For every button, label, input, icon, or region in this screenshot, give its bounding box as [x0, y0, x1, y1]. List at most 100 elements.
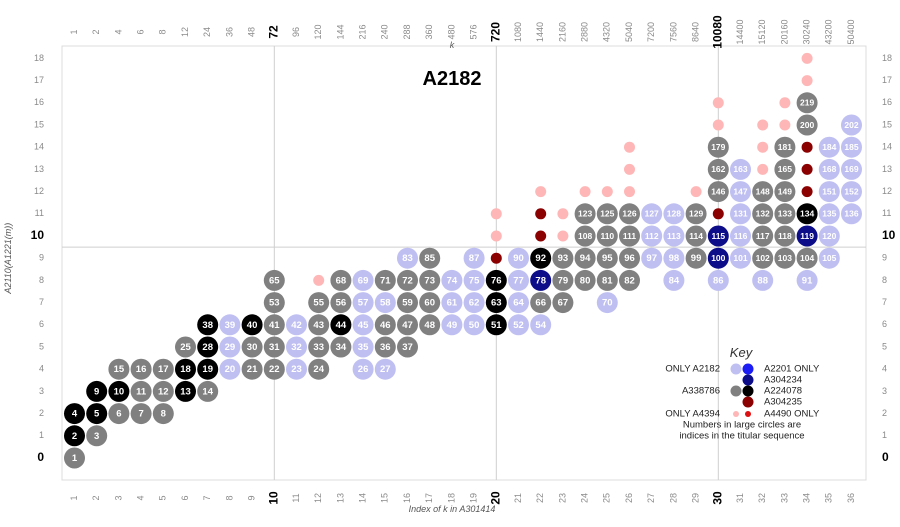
large-point — [596, 269, 618, 291]
top-tick-label: 48 — [246, 27, 256, 37]
point-label: 75 — [469, 275, 480, 286]
point-label: 129 — [689, 209, 703, 219]
small-point — [712, 119, 724, 131]
y-tick-label-right: 18 — [882, 53, 892, 63]
point-label: 76 — [491, 275, 502, 286]
point-label: 33 — [313, 342, 324, 353]
large-point — [330, 269, 352, 291]
point-label: 116 — [734, 231, 748, 241]
point-label: 80 — [580, 275, 591, 286]
dark-red-point — [490, 252, 502, 264]
small-point — [757, 141, 769, 153]
small-point — [779, 97, 791, 109]
large-point — [374, 269, 396, 291]
y-tick-label-left: 10 — [31, 228, 45, 242]
point-label: 93 — [558, 253, 569, 264]
dark-red-point — [535, 230, 547, 242]
point-label: 49 — [447, 320, 458, 331]
x-tick-label: 1 — [69, 495, 79, 500]
large-point — [574, 269, 596, 291]
point-label: 77 — [513, 275, 524, 286]
point-label: 202 — [844, 120, 858, 130]
point-label: 52 — [513, 320, 524, 331]
y-tick-label-left: 12 — [34, 186, 44, 196]
top-tick-label: 7560 — [668, 22, 678, 42]
large-point — [574, 225, 596, 247]
top-tick-label: 15120 — [757, 19, 767, 44]
point-label: 88 — [757, 275, 768, 286]
y-tick-label-left: 14 — [34, 142, 44, 152]
large-point — [86, 380, 108, 402]
large-point — [796, 114, 818, 136]
large-point — [685, 203, 707, 225]
point-label: 44 — [336, 320, 347, 331]
legend-label-a304235: A304235 — [764, 397, 802, 408]
large-point — [352, 358, 374, 380]
y-tick-label-left: 13 — [34, 164, 44, 174]
large-point — [175, 380, 196, 402]
large-point — [86, 403, 108, 425]
large-point — [241, 358, 263, 380]
large-point — [463, 269, 485, 291]
large-point — [463, 247, 485, 269]
large-point — [530, 314, 552, 336]
top-tick-label: 2160 — [557, 22, 567, 42]
large-point — [552, 292, 574, 314]
large-point — [485, 292, 507, 314]
point-label: 119 — [800, 231, 814, 241]
point-label: 94 — [580, 253, 591, 264]
x-tick-label: 36 — [846, 493, 856, 503]
large-point — [818, 181, 840, 203]
small-point — [601, 186, 613, 198]
point-label: 81 — [602, 275, 613, 286]
large-point — [730, 247, 751, 269]
small-points — [313, 52, 813, 286]
point-label: 38 — [202, 320, 213, 331]
legend-note-line-2: indices in the titular sequence — [679, 431, 804, 442]
point-label: 179 — [711, 142, 725, 152]
point-label: 12 — [158, 386, 169, 397]
large-point — [596, 292, 618, 314]
top-tick-label: 360 — [424, 24, 434, 39]
small-point — [557, 208, 569, 220]
x-tick-label: 27 — [646, 493, 656, 503]
large-point — [64, 425, 85, 447]
large-point — [796, 247, 818, 269]
large-point — [552, 269, 574, 291]
point-label: 151 — [822, 186, 836, 196]
legend: Key ONLY A2182 A2201 ONLY A304234 A33878… — [665, 345, 820, 442]
point-label: 45 — [358, 320, 369, 331]
large-point — [263, 292, 285, 314]
small-point — [690, 186, 702, 198]
large-point — [241, 336, 263, 358]
point-label: 4 — [72, 409, 78, 420]
top-tick-label: 240 — [380, 24, 390, 39]
point-label: 78 — [535, 275, 546, 286]
point-label: 13 — [180, 386, 191, 397]
legend-heading: Key — [730, 345, 754, 360]
point-label: 37 — [402, 342, 413, 353]
x-tick-label: 22 — [535, 493, 545, 503]
top-tick-label: 720 — [488, 22, 502, 42]
y-tick-label-right: 6 — [882, 319, 887, 329]
y-tick-label-left: 16 — [34, 97, 44, 107]
point-label: 57 — [358, 298, 369, 309]
point-label: 97 — [646, 253, 657, 264]
small-point — [757, 163, 769, 175]
point-label: 149 — [778, 186, 792, 196]
large-point — [130, 380, 152, 402]
point-label: 22 — [269, 364, 280, 375]
large-point — [419, 269, 441, 291]
large-point — [619, 203, 640, 225]
y-tick-label-right: 9 — [882, 253, 887, 263]
large-point — [219, 358, 241, 380]
large-point — [796, 92, 818, 114]
top-tick-label: 50400 — [846, 19, 856, 44]
large-point — [796, 225, 818, 247]
point-label: 87 — [469, 253, 480, 264]
point-label: 16 — [136, 364, 147, 375]
large-point — [286, 358, 307, 380]
point-label: 134 — [800, 209, 814, 219]
point-label: 117 — [756, 231, 770, 241]
x-tick-label: 3 — [113, 495, 123, 500]
